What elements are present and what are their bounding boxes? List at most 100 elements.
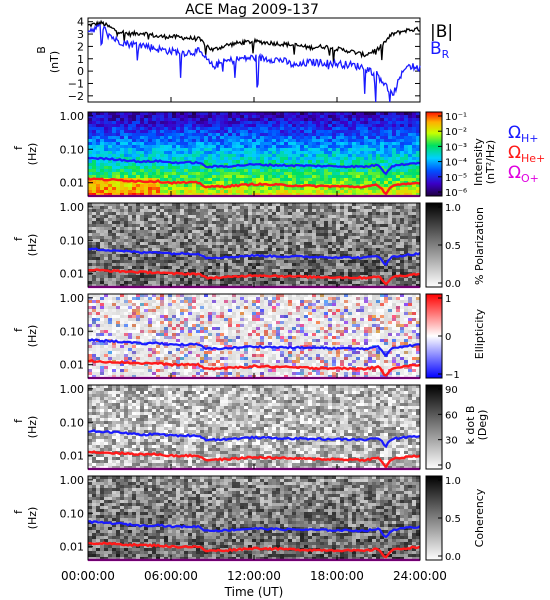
spectrogram-cell — [112, 251, 117, 255]
spectrogram-cell — [244, 248, 249, 252]
spectrogram-cell — [116, 281, 121, 285]
spectrogram-cell — [216, 215, 221, 219]
spectrogram-cell — [300, 115, 305, 119]
spectrogram-cell — [336, 133, 341, 137]
spectrogram-cell — [100, 118, 105, 122]
spectrogram-cell — [160, 224, 165, 228]
spectrogram-cell — [288, 263, 293, 267]
spectrogram-cell — [368, 178, 373, 182]
spectrogram-cell — [116, 181, 121, 185]
spectrogram-cell — [272, 260, 277, 264]
spectrogram-cell — [152, 236, 157, 240]
spectrogram-cell — [376, 154, 381, 158]
spectrogram-cell — [244, 133, 249, 137]
spectrogram-cell — [132, 121, 137, 125]
spectrogram-cell — [120, 336, 125, 340]
spectrogram-cell — [140, 157, 145, 161]
spectrogram-cell — [304, 242, 309, 246]
spectrogram-cell — [296, 215, 301, 219]
spectrogram-cell — [276, 212, 281, 216]
spectrogram-cell — [392, 181, 397, 185]
spectrogram-cell — [368, 239, 373, 243]
spectrogram-cell — [316, 154, 321, 158]
spectrogram-cell — [124, 327, 129, 331]
spectrogram-cell — [396, 112, 401, 116]
spectrogram-cell — [188, 212, 193, 216]
spectrogram-cell — [208, 263, 213, 267]
spectrogram-cell — [388, 227, 393, 231]
spectrogram-cell — [236, 172, 241, 176]
spectrogram-cell — [340, 157, 345, 161]
spectrogram-cell — [388, 248, 393, 252]
spectrogram-cell — [348, 169, 353, 173]
spectrogram-cell — [300, 154, 305, 158]
spectrogram-cell — [176, 187, 181, 191]
spectrogram-cell — [204, 263, 209, 267]
spectrogram-cell — [272, 224, 277, 228]
spectrogram-cell — [128, 251, 133, 255]
spectrogram-cell — [120, 236, 125, 240]
spectrogram-cell — [376, 215, 381, 219]
spectrogram-cell — [192, 266, 197, 270]
spectrogram-cell — [184, 112, 189, 116]
spectrogram-cell — [112, 175, 117, 179]
spectrogram-cell — [132, 248, 137, 252]
spectrogram-cell — [140, 154, 145, 158]
spectrogram-cell — [176, 209, 181, 213]
spectrogram-cell — [396, 142, 401, 146]
spectrogram-cell — [308, 215, 313, 219]
spectrogram-cell — [276, 227, 281, 231]
spectrogram-cell — [184, 206, 189, 210]
spectrogram-cell — [408, 248, 413, 252]
spectrogram-cell — [328, 221, 333, 225]
spectrogram-cell — [348, 218, 353, 222]
spectrogram-cell — [180, 145, 185, 149]
spectrogram-cell — [264, 248, 269, 252]
spectrogram-cell — [376, 227, 381, 231]
spectrogram-cell — [368, 148, 373, 152]
spectrogram-cell — [376, 269, 381, 273]
spectrogram-cell — [108, 227, 113, 231]
spectrogram-cell — [116, 375, 121, 379]
spectrogram-cell — [352, 245, 357, 249]
spectrogram-cell — [148, 142, 153, 146]
spectrogram-cell — [320, 175, 325, 179]
spectrogram-cell — [364, 193, 369, 197]
spectrogram-cell — [284, 118, 289, 122]
spectrogram-cell — [320, 136, 325, 140]
spectrogram-cell — [208, 160, 213, 164]
spectrogram-cell — [232, 133, 237, 137]
spectrogram-cell — [112, 163, 117, 167]
spectrogram-cell — [200, 221, 205, 225]
spectrogram-cell — [104, 266, 109, 270]
spectrogram-cell — [112, 190, 117, 194]
spectrogram-cell — [380, 233, 385, 237]
spectrogram-cell — [228, 227, 233, 231]
spectrogram-cell — [104, 369, 109, 373]
spectrogram-cell — [356, 163, 361, 167]
spectrogram-cell — [108, 169, 113, 173]
spectrogram-cell — [236, 233, 241, 237]
spectrogram-cell — [244, 121, 249, 125]
spectrogram-cell — [228, 169, 233, 173]
spectrogram-cell — [88, 218, 93, 222]
spectrogram-cell — [316, 127, 321, 131]
spectrogram-cell — [148, 148, 153, 152]
spectrogram-cell — [108, 372, 113, 376]
spectrogram-cell — [340, 266, 345, 270]
spectrogram-cell — [336, 148, 341, 152]
spectrogram-cell — [328, 260, 333, 264]
spectrogram-cell — [288, 166, 293, 170]
spectrogram-cell — [104, 151, 109, 155]
spectrogram-cell — [88, 254, 93, 258]
spectrogram-cell — [204, 284, 209, 288]
spectrogram-cell — [300, 145, 305, 149]
spectrogram-cell — [92, 333, 97, 337]
spectrogram-cell — [108, 130, 113, 134]
spectrogram-cell — [248, 160, 253, 164]
spectrogram-cell — [188, 218, 193, 222]
spectrogram-cell — [280, 284, 285, 288]
spectrogram-cell — [276, 160, 281, 164]
spectrogram-cell — [224, 278, 229, 282]
spectrogram-cell — [336, 118, 341, 122]
